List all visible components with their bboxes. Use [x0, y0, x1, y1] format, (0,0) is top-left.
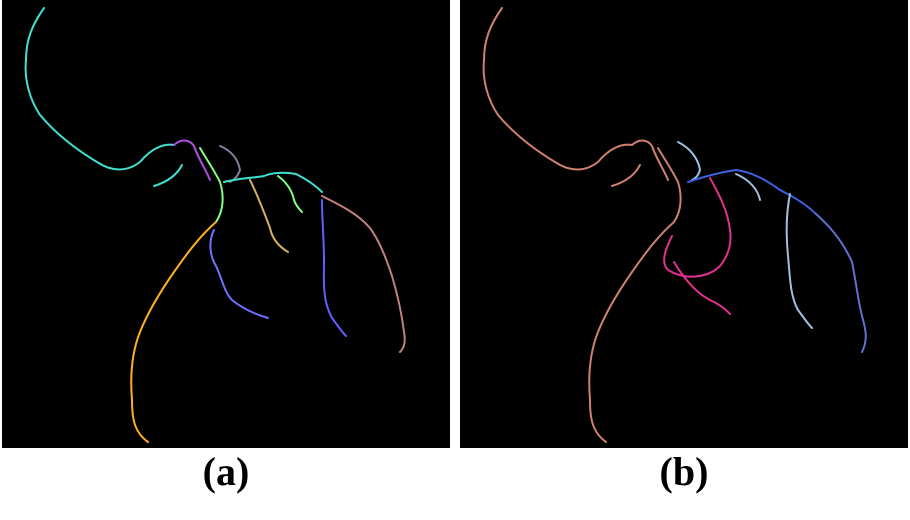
panel-a-image — [2, 0, 450, 448]
vessel-branch-top-hook — [219, 145, 241, 183]
vessel-branch-blue-upper — [687, 169, 817, 215]
caption-b: (b) — [659, 449, 709, 494]
vessel-branch-top-hook — [677, 141, 701, 181]
vessel-branch-small-left — [153, 164, 183, 187]
panel-b-image — [460, 0, 908, 448]
vessel-branch-blue-center — [321, 199, 347, 337]
vessel-branch-right-mid — [249, 179, 289, 253]
vessel-branch-mid-green — [199, 147, 224, 223]
vessel-branch-small-right — [735, 173, 761, 201]
vessel-branch-magenta-tail — [673, 261, 731, 315]
vessel-branch-right-outer — [321, 195, 406, 353]
vessel-branch-top-loop — [173, 139, 211, 181]
vessel-branch-right-upper — [223, 171, 323, 193]
vessel-branch-blue-outer — [815, 213, 867, 353]
vessel-branch-magenta — [663, 177, 732, 278]
vessel-branch-long-orange — [130, 221, 217, 443]
vessel-branch-main-left — [482, 7, 669, 181]
vessel-branch-small-left — [611, 164, 641, 187]
vessel-branch-violet — [209, 229, 269, 319]
caption-a: (a) — [202, 449, 250, 494]
vessel-branch-light-blue — [785, 193, 813, 329]
vessel-branch-long-descending — [588, 221, 675, 443]
vessel-tree-a — [24, 7, 406, 443]
vessel-tree-b — [482, 7, 867, 443]
vessel-branch-mid — [657, 147, 682, 223]
vessel-branch-main-left — [24, 7, 175, 171]
vessel-branch-small-right — [277, 175, 303, 213]
